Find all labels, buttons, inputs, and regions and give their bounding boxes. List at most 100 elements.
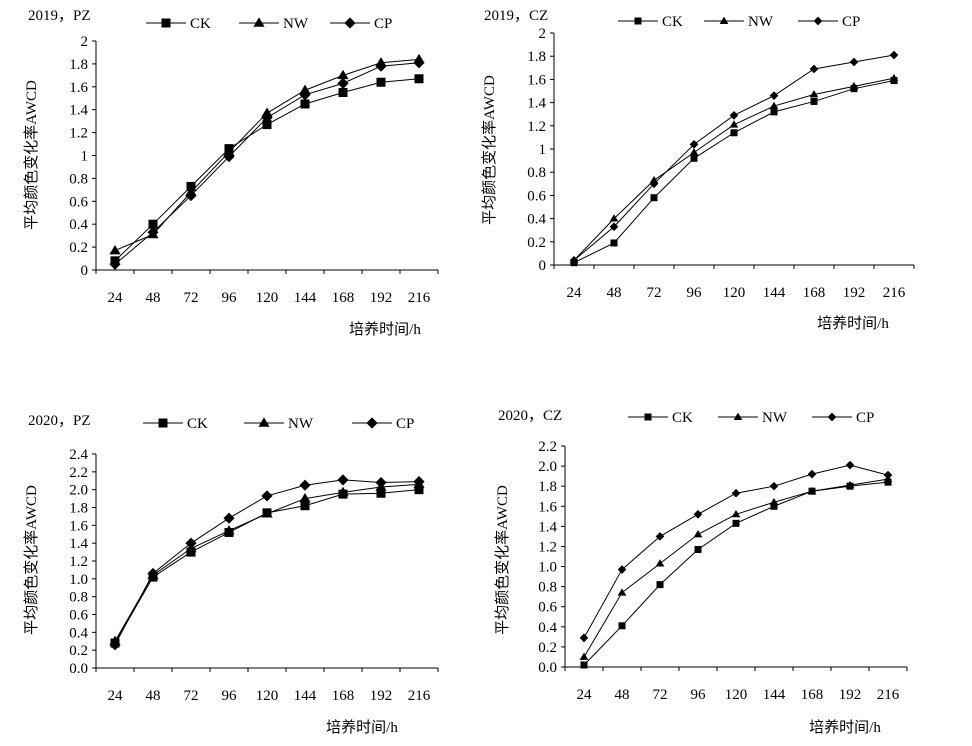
data-point-ck xyxy=(694,545,702,553)
y-tick-label: 2 xyxy=(81,34,89,50)
chart-panel-2: 2019，CZ 0 0.2 0.4 0.6 0.8 1 1.2 1.4 1.6 1.8 2 24 48 72… xyxy=(481,8,915,332)
legend-marker-diamond xyxy=(366,417,378,429)
data-point-ck xyxy=(610,239,618,247)
legend-marker-square xyxy=(644,413,652,421)
legend-item-nw: NW xyxy=(718,410,788,426)
series-line-ck xyxy=(114,78,420,262)
x-tick-label: 24 xyxy=(108,688,124,704)
data-point-nw xyxy=(617,588,627,596)
data-point-cp xyxy=(109,639,121,651)
y-tick-label: 0.2 xyxy=(527,235,546,251)
series-cp xyxy=(109,474,425,651)
legend-label: CK xyxy=(672,410,693,426)
y-tick-label: 0.4 xyxy=(538,620,557,636)
y-tick-label: 1.4 xyxy=(527,96,546,112)
x-tick-label: 72 xyxy=(184,688,199,704)
series-line-nw xyxy=(583,478,889,658)
chart-title: 2019，PZ xyxy=(28,8,91,24)
y-tick-label: 2 xyxy=(539,26,547,42)
legend-label: NW xyxy=(748,14,774,30)
y-axis-label: 平均颜色变化率AWCD xyxy=(494,485,511,635)
data-point-nw xyxy=(729,120,739,128)
legend-item-ck: CK xyxy=(618,14,683,30)
y-tick-label: 0.2 xyxy=(69,240,88,256)
data-point-nw xyxy=(223,525,235,535)
x-axis-label: 培养时间/h xyxy=(809,719,881,736)
y-tick-label: 0 xyxy=(539,258,547,274)
data-point-ck xyxy=(262,120,272,130)
y-tick-label: 0.8 xyxy=(69,171,88,187)
x-tick-label: 216 xyxy=(408,688,431,704)
y-tick-label: 0.8 xyxy=(69,590,88,606)
data-point-cp xyxy=(889,50,899,60)
series-line-cp xyxy=(114,62,420,265)
y-tick-label: 0 xyxy=(81,263,89,279)
y-tick-label: 2.0 xyxy=(538,459,557,475)
data-point-ck xyxy=(376,77,386,87)
legend-item-ck: CK xyxy=(146,16,211,32)
data-point-cp xyxy=(609,222,619,232)
y-axis-label: 平均颜色变化率AWCD xyxy=(23,80,40,230)
data-point-ck xyxy=(338,88,348,98)
data-point-ck xyxy=(732,519,740,527)
y-tick-label: 0.6 xyxy=(69,608,88,624)
data-point-nw xyxy=(693,530,703,538)
x-tick-label: 168 xyxy=(332,688,355,704)
data-point-ck xyxy=(770,502,778,510)
legend-marker-triangle xyxy=(258,417,270,427)
y-tick-label: 2.4 xyxy=(69,447,88,463)
legend-label: NW xyxy=(762,410,788,426)
data-point-cp xyxy=(337,474,349,486)
y-axis-label: 平均颜色变化率AWCD xyxy=(23,485,40,635)
series-line-nw xyxy=(114,58,420,251)
data-point-ck xyxy=(186,181,196,191)
data-point-cp xyxy=(185,537,197,549)
data-point-ck xyxy=(650,194,658,202)
y-tick-label: 2.2 xyxy=(69,465,88,481)
data-point-ck xyxy=(884,478,892,486)
legend-label: NW xyxy=(288,416,314,432)
series-ck xyxy=(580,478,892,669)
data-point-nw xyxy=(689,148,699,156)
data-point-cp xyxy=(375,476,387,489)
x-axis-label: 培养时间/h xyxy=(349,321,421,338)
x-tick-label: 24 xyxy=(567,285,583,301)
y-tick-label: 1.0 xyxy=(69,572,88,588)
data-point-nw xyxy=(109,244,121,255)
series-line-nw xyxy=(573,77,895,261)
data-point-cp xyxy=(569,256,579,265)
data-point-ck xyxy=(730,129,738,137)
x-tick-label: 96 xyxy=(222,688,238,704)
series-cp xyxy=(569,50,899,265)
data-point-cp xyxy=(849,57,859,67)
y-tick-label: 0.8 xyxy=(527,165,546,181)
data-point-ck xyxy=(580,661,588,669)
data-point-ck xyxy=(300,501,310,511)
series-line-cp xyxy=(573,54,895,261)
legend-marker-square xyxy=(161,18,171,28)
x-tick-label: 24 xyxy=(577,687,593,703)
x-tick-label: 120 xyxy=(723,285,746,301)
data-point-cp xyxy=(413,57,425,69)
y-tick-label: 1.8 xyxy=(69,501,88,517)
y-tick-label: 1.2 xyxy=(69,126,88,142)
data-point-nw xyxy=(337,486,349,497)
x-tick-label: 48 xyxy=(146,688,161,704)
x-tick-label: 144 xyxy=(763,285,786,301)
data-point-nw xyxy=(337,69,349,80)
data-point-nw xyxy=(769,497,779,506)
chart-title: 2019，CZ xyxy=(484,8,548,24)
x-tick-label: 168 xyxy=(801,687,824,703)
data-point-cp xyxy=(845,460,855,470)
data-point-cp xyxy=(883,470,893,480)
legend-label: CP xyxy=(856,410,874,426)
data-point-cp xyxy=(655,532,665,541)
y-tick-label: 0.4 xyxy=(527,212,546,228)
data-point-cp xyxy=(769,481,779,491)
data-point-nw xyxy=(731,509,741,518)
y-tick-label: 1.4 xyxy=(69,536,88,552)
data-point-ck xyxy=(376,488,386,498)
y-tick-label: 0.6 xyxy=(69,194,88,210)
y-tick-label: 2.0 xyxy=(69,483,88,499)
